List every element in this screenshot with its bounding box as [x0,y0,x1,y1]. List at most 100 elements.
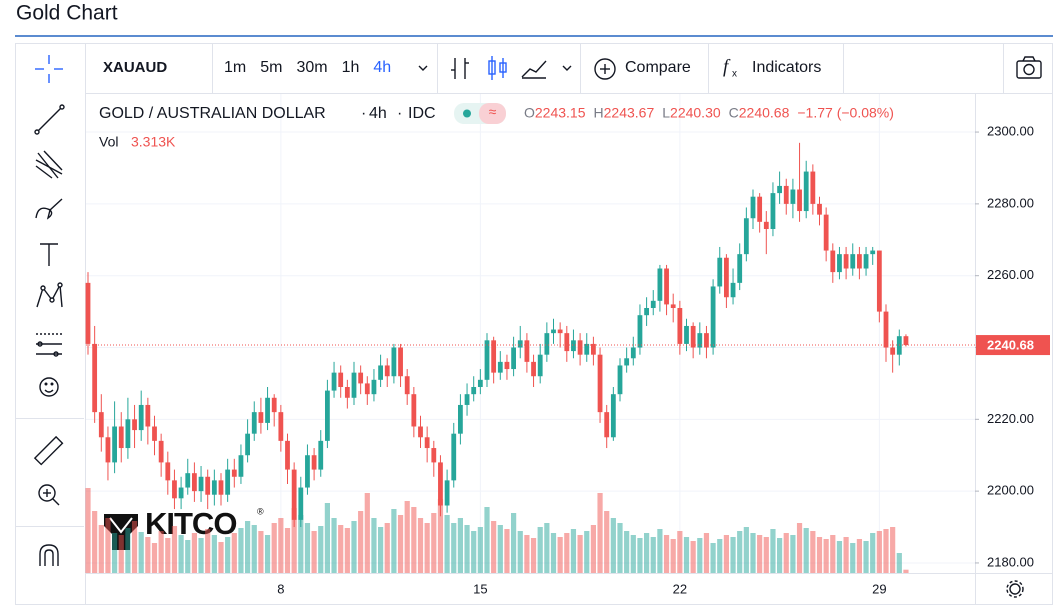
candle-body [564,333,570,352]
volume-bar [524,535,530,573]
x-tick-label: 22 [673,581,687,596]
ruler-tool[interactable] [33,435,64,466]
magnet-tool[interactable] [39,544,59,566]
volume-bar [856,539,862,573]
candle-body [278,412,284,441]
volume-bar [876,531,882,573]
volume-bar [311,531,317,573]
compare-icon[interactable] [594,58,616,80]
zoom-tool[interactable] [38,484,60,506]
indicators-button[interactable]: Indicators [752,59,821,76]
volume-bar [264,535,271,573]
volume-bar [836,541,843,573]
volume-bar [863,541,869,573]
volume-bar [590,525,596,573]
volume-bar [371,518,377,573]
settings-button[interactable] [1006,580,1024,598]
text-tool[interactable] [40,243,58,266]
indicators-icon-sub[interactable]: x [732,69,737,80]
interval-button[interactable]: 5m [260,59,282,76]
candle-body [411,394,417,427]
volume-bar [484,507,490,573]
candle-body [238,455,244,477]
volume-bar [737,531,743,573]
candle-body [810,171,816,204]
volume-bar [511,513,517,573]
volume-bar [530,538,537,573]
candle-body [271,397,277,413]
interval-button[interactable]: 1h [342,59,360,76]
volume-bar [331,518,337,573]
emoji-tool[interactable] [39,377,59,397]
interval-dropdown[interactable] [418,65,428,71]
candle-body [138,404,144,431]
symbol-search[interactable]: XAUAUD [103,59,167,76]
candle-body [657,268,663,301]
candle-body [664,268,669,305]
snapshot-button[interactable] [1016,56,1042,79]
candle-body [544,333,550,355]
data-status[interactable] [479,103,506,124]
x-tick-label: 8 [277,581,284,596]
candles [85,142,909,528]
candle-body [364,383,370,395]
candle-body [850,254,856,269]
style-dropdown[interactable] [562,65,572,71]
volume-bar [211,535,217,573]
area-style[interactable] [521,60,547,79]
last-price-box [976,335,1050,356]
candle-body [870,250,876,255]
candle-body [790,189,796,204]
volume-bar [890,527,896,573]
candle-body [477,379,483,388]
bars-style[interactable] [451,58,469,79]
interval-button[interactable]: 30m [296,59,327,76]
interval-button[interactable]: 1m [224,59,246,76]
volume-bar [730,537,736,573]
volume-bar [677,531,683,573]
volume-pane [85,488,909,573]
volume-bar [896,553,902,573]
widget-frame [15,43,1053,605]
candle-body [604,412,610,438]
candle-body [577,340,583,355]
candle-body [424,437,430,449]
trendline-tool[interactable] [34,104,65,135]
candle-body [438,462,443,506]
volume-bar [304,523,311,573]
crosshair-tool[interactable] [35,55,63,83]
volume-bar [577,535,583,573]
interval-button[interactable]: 4h [373,59,391,76]
candle-body [118,426,124,449]
brush-tool[interactable] [35,198,63,220]
volume-key: Vol [99,134,118,150]
legend-interval: 4h [369,105,387,122]
candle-body [837,254,842,273]
volume-bar [278,518,284,573]
candles-style[interactable] [488,56,507,80]
candle-body [504,361,510,370]
x-tick-label: 29 [872,581,886,596]
volume-bar [271,523,277,573]
prediction-tool[interactable] [36,333,62,357]
volume-bar [125,528,131,573]
indicators-icon[interactable]: f [723,56,731,77]
volume-bar [710,543,716,573]
volume-bar [431,513,437,573]
candle-body [584,343,590,355]
candle-body [311,455,317,470]
volume-bar [471,531,477,573]
volume-bar [112,533,118,573]
ohlc-value: 2243.15 [535,105,586,121]
volume-bar [118,535,124,573]
candle-body [85,282,91,344]
pattern-tool[interactable] [36,282,63,308]
legend: GOLD / AUSTRALIAN DOLLAR · 4h · IDC ≈ Vo… [99,103,894,150]
volume-bar [517,531,523,573]
candle-body [291,469,297,520]
volume-bar [497,525,503,573]
fib-tool[interactable] [35,150,63,179]
compare-button[interactable]: Compare [625,59,691,76]
candle-body [763,221,769,230]
grid [86,94,975,573]
